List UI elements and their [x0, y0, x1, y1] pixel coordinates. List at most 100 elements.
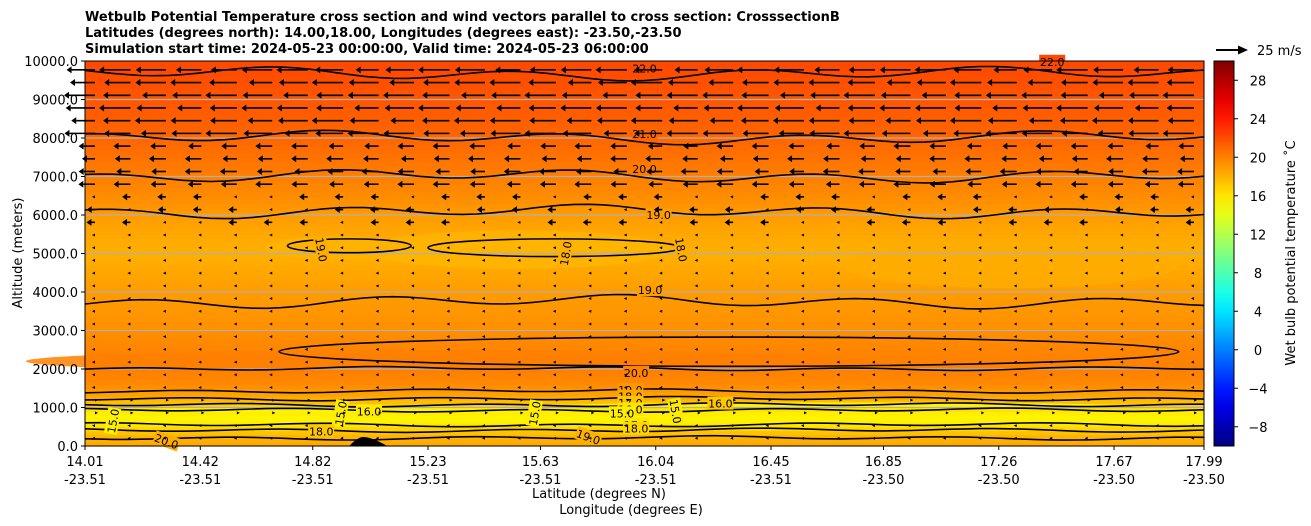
field-band [85, 376, 1204, 382]
wind-vector-head [1059, 117, 1065, 125]
wind-vector-head [349, 117, 355, 125]
wind-vector-head [907, 297, 911, 301]
wind-vector-head [1021, 91, 1027, 99]
wind-vector-head [694, 309, 698, 313]
wind-vector-head [822, 167, 828, 175]
wind-vector-head [446, 335, 450, 339]
wind-vector-head [269, 297, 273, 301]
wind-vector-head [1155, 424, 1159, 428]
y-tick-label: 10000.0 [24, 55, 78, 70]
wind-vector-head [363, 155, 369, 163]
wind-vector-head [1108, 167, 1114, 175]
wind-vector-head [659, 424, 663, 428]
wind-vector-head [361, 167, 367, 175]
wind-vector-head [623, 258, 627, 262]
wind-vector-head [978, 246, 982, 250]
wind-vector-head [528, 104, 534, 112]
wind-vector-head [942, 360, 946, 364]
wind-vector-head [127, 309, 131, 313]
wind-vector-head [201, 398, 205, 402]
wind-vector-head [623, 309, 627, 313]
wind-vector-head [481, 347, 485, 351]
contour-label: 16.0 [707, 396, 734, 411]
wind-vector-head [966, 142, 972, 150]
wind-vector-head [422, 117, 428, 125]
wind-vector-head [304, 360, 308, 364]
colorbar-tick-label: 16 [1250, 190, 1267, 205]
wind-vector-head [233, 385, 237, 389]
wind-vector-head [135, 66, 141, 74]
wind-vector-head [907, 347, 911, 351]
wind-vector-head [978, 284, 982, 288]
wind-vector-head [469, 142, 475, 150]
field-band [85, 280, 1204, 285]
wind-vector-head [228, 206, 234, 214]
contour-label-bg [103, 406, 122, 435]
wind-vector-head [316, 104, 322, 112]
wind-vector-head [418, 66, 424, 74]
wind-vector-head [1049, 246, 1053, 250]
wind-vector-head [210, 66, 216, 74]
field-band [85, 218, 1204, 224]
wind-vector-head [418, 104, 424, 112]
wind-vector-head [99, 104, 105, 112]
wind-vector-head [907, 246, 911, 250]
wind-vector-head [446, 360, 450, 364]
wind-vector-head [375, 271, 379, 275]
wind-vector-head [765, 335, 769, 339]
wind-vector-head [269, 436, 273, 440]
wind-vector-head [1061, 129, 1067, 137]
wind-vector-head [1079, 218, 1085, 226]
wind-vector-head [481, 284, 485, 288]
wind-vector-head [871, 335, 875, 339]
wind-vector-head [188, 142, 194, 150]
wind-vector-head [801, 436, 805, 440]
wind-vector-head [1120, 233, 1124, 237]
wind-vector-head [517, 284, 521, 288]
x-tick-label-lon: -23.51 [64, 473, 106, 488]
wind-vector-head [659, 309, 663, 313]
wind-vector-head [405, 206, 411, 214]
wind-vector-head [1084, 360, 1088, 364]
wind-vector-head [953, 66, 959, 74]
wind-vector-head [694, 385, 698, 389]
wind-vector-head [340, 373, 344, 377]
wind-vector-head [694, 322, 698, 326]
wind-vector-head [836, 246, 840, 250]
wind-vector-head [446, 385, 450, 389]
wind-vector-head [765, 373, 769, 377]
wind-vector-head [662, 398, 666, 402]
wind-vector-head [423, 79, 429, 87]
wind-vector-head [552, 373, 556, 377]
wind-vector-head [198, 220, 202, 224]
wind-vector-head [411, 347, 415, 351]
wind-vector-head [432, 142, 438, 150]
wind-vector-head [198, 258, 202, 262]
wind-vector-head [635, 104, 641, 112]
wind-vector-head [233, 246, 237, 250]
wind-vector-head [552, 436, 556, 440]
wind-vector-head [411, 246, 415, 250]
wind-vector-head [228, 218, 234, 226]
wind-vector-head [364, 142, 370, 150]
wind-vector-head [774, 66, 780, 74]
wind-vector-head [390, 117, 396, 125]
wind-vector-head [765, 385, 769, 389]
wind-vector-head [588, 436, 592, 440]
wind-vector-head [987, 117, 993, 125]
wind-vector-head [552, 271, 556, 275]
wind-vector-head [694, 297, 698, 301]
wind-vector-head [236, 411, 240, 415]
contour-label-text: 16.0 [708, 398, 733, 411]
wind-vector-head [702, 129, 708, 137]
wind-vector-head [384, 104, 390, 112]
wind-vector-head [92, 246, 95, 250]
wind-vector-head [954, 104, 960, 112]
field-band [85, 415, 1204, 420]
wind-vector-head [243, 129, 249, 137]
wind-vector-head [127, 208, 131, 212]
wind-vector-head [871, 271, 875, 275]
wind-vector-head [825, 180, 831, 188]
wind-vector-head [703, 104, 709, 112]
wind-vector-head [469, 180, 475, 188]
